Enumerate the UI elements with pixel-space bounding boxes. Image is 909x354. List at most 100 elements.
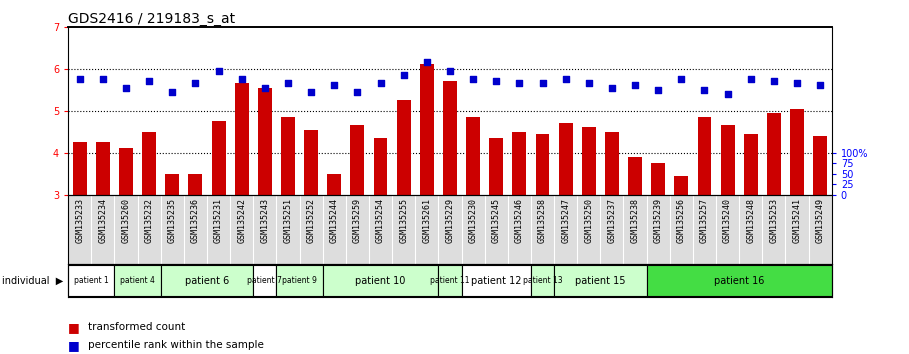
Point bbox=[327, 82, 342, 88]
Text: GSM135243: GSM135243 bbox=[260, 198, 269, 243]
Bar bbox=[212, 121, 225, 195]
Text: GSM135242: GSM135242 bbox=[237, 198, 246, 243]
Bar bbox=[814, 136, 827, 195]
Point bbox=[582, 80, 596, 86]
Point bbox=[744, 76, 758, 82]
Bar bbox=[165, 174, 179, 195]
Text: GSM135248: GSM135248 bbox=[746, 198, 755, 243]
Point bbox=[489, 78, 504, 84]
Text: GSM135252: GSM135252 bbox=[306, 198, 315, 243]
Text: patient 16: patient 16 bbox=[714, 275, 764, 286]
Bar bbox=[73, 142, 86, 195]
Text: GSM135234: GSM135234 bbox=[98, 198, 107, 243]
Point bbox=[674, 76, 689, 82]
Bar bbox=[235, 83, 249, 195]
Bar bbox=[697, 117, 712, 195]
Point bbox=[443, 68, 457, 74]
Point bbox=[73, 76, 87, 82]
Point bbox=[558, 76, 573, 82]
FancyBboxPatch shape bbox=[646, 266, 832, 296]
Bar bbox=[466, 117, 480, 195]
Text: patient 4: patient 4 bbox=[120, 276, 155, 285]
Bar bbox=[605, 132, 619, 195]
Text: patient 9: patient 9 bbox=[282, 276, 317, 285]
Text: GSM135258: GSM135258 bbox=[538, 198, 547, 243]
Text: individual  ▶: individual ▶ bbox=[2, 275, 63, 286]
Text: GSM135229: GSM135229 bbox=[445, 198, 454, 243]
Text: GSM135247: GSM135247 bbox=[561, 198, 570, 243]
Point bbox=[628, 82, 643, 88]
FancyBboxPatch shape bbox=[438, 266, 462, 296]
Text: GSM135250: GSM135250 bbox=[584, 198, 594, 243]
Point bbox=[281, 80, 295, 86]
Bar bbox=[674, 176, 688, 195]
Text: GSM135254: GSM135254 bbox=[376, 198, 385, 243]
Point bbox=[813, 82, 827, 88]
Text: GSM135255: GSM135255 bbox=[399, 198, 408, 243]
Text: GSM135246: GSM135246 bbox=[514, 198, 524, 243]
Point bbox=[396, 72, 411, 78]
Point bbox=[420, 59, 435, 65]
Point bbox=[235, 76, 249, 82]
Bar bbox=[188, 174, 203, 195]
Text: GSM135238: GSM135238 bbox=[631, 198, 640, 243]
Bar bbox=[535, 134, 549, 195]
Bar bbox=[767, 113, 781, 195]
Text: patient 11: patient 11 bbox=[430, 276, 470, 285]
Text: GDS2416 / 219183_s_at: GDS2416 / 219183_s_at bbox=[68, 12, 235, 25]
Text: GSM135249: GSM135249 bbox=[815, 198, 824, 243]
Point bbox=[211, 68, 225, 74]
Point bbox=[651, 87, 665, 92]
Point bbox=[535, 80, 550, 86]
FancyBboxPatch shape bbox=[462, 266, 531, 296]
Bar bbox=[489, 138, 504, 195]
Text: patient 1: patient 1 bbox=[74, 276, 109, 285]
Text: GSM135232: GSM135232 bbox=[145, 198, 154, 243]
Point bbox=[165, 89, 180, 95]
Point bbox=[257, 85, 272, 90]
Point bbox=[188, 80, 203, 86]
Text: GSM135256: GSM135256 bbox=[677, 198, 685, 243]
Bar bbox=[396, 100, 411, 195]
FancyBboxPatch shape bbox=[161, 266, 254, 296]
Point bbox=[304, 89, 318, 95]
Text: ■: ■ bbox=[68, 339, 80, 352]
FancyBboxPatch shape bbox=[68, 266, 115, 296]
Text: GSM135233: GSM135233 bbox=[75, 198, 85, 243]
Text: ■: ■ bbox=[68, 321, 80, 334]
Bar bbox=[305, 130, 318, 195]
Bar bbox=[513, 132, 526, 195]
Bar bbox=[96, 142, 110, 195]
Point bbox=[350, 89, 365, 95]
Bar bbox=[258, 87, 272, 195]
Text: GSM135257: GSM135257 bbox=[700, 198, 709, 243]
Text: GSM135260: GSM135260 bbox=[122, 198, 131, 243]
Text: GSM135261: GSM135261 bbox=[423, 198, 431, 243]
Text: patient 13: patient 13 bbox=[523, 276, 563, 285]
FancyBboxPatch shape bbox=[531, 266, 554, 296]
Bar bbox=[351, 125, 365, 195]
Text: GSM135235: GSM135235 bbox=[168, 198, 176, 243]
Bar bbox=[420, 64, 434, 195]
Text: percentile rank within the sample: percentile rank within the sample bbox=[88, 340, 264, 350]
Point bbox=[720, 91, 734, 97]
Bar bbox=[281, 117, 295, 195]
Text: GSM135236: GSM135236 bbox=[191, 198, 200, 243]
Bar bbox=[559, 123, 573, 195]
Bar bbox=[374, 138, 387, 195]
Bar bbox=[142, 132, 156, 195]
Point bbox=[142, 78, 156, 84]
Text: GSM135244: GSM135244 bbox=[330, 198, 339, 243]
Bar bbox=[119, 148, 133, 195]
Point bbox=[95, 76, 110, 82]
FancyBboxPatch shape bbox=[115, 266, 161, 296]
Text: patient 10: patient 10 bbox=[355, 275, 405, 286]
Point bbox=[766, 78, 781, 84]
Text: GSM135230: GSM135230 bbox=[469, 198, 477, 243]
Point bbox=[465, 76, 480, 82]
Bar bbox=[327, 174, 341, 195]
Point bbox=[119, 85, 134, 90]
Text: GSM135237: GSM135237 bbox=[607, 198, 616, 243]
FancyBboxPatch shape bbox=[323, 266, 438, 296]
Bar bbox=[628, 157, 642, 195]
